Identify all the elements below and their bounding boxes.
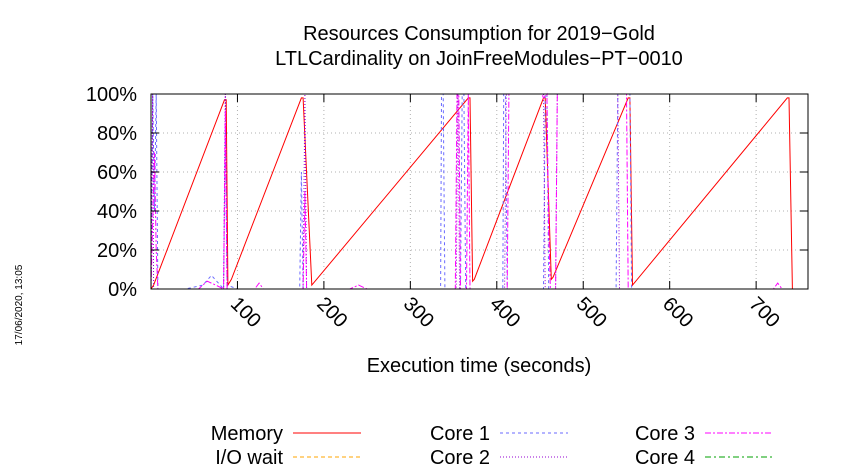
legend-label-core-2: Core 2	[430, 447, 490, 469]
y-tick-label: 40%	[97, 201, 137, 223]
legend-label-memory: Memory	[211, 423, 283, 445]
series-line-memory	[150, 97, 808, 290]
x-tick-label: 500	[572, 293, 611, 332]
legend-label-core-1: Core 1	[430, 423, 490, 445]
y-tick-label: 60%	[97, 162, 137, 184]
y-tick-label: 20%	[97, 240, 137, 262]
x-tick-label: 300	[399, 293, 438, 332]
plot-frame	[150, 93, 809, 290]
chart-subtitle: LTLCardinality on JoinFreeModules−PT−001…	[275, 48, 683, 70]
ticks: 0% 20% 40% 60% 80% 100% 100 200 300 400 500 600 700	[86, 84, 808, 332]
x-axis-label: Execution time (seconds)	[367, 355, 592, 377]
y-tick-label: 0%	[108, 279, 137, 301]
x-tick-label: 700	[745, 293, 784, 332]
y-tick-label: 80%	[97, 123, 137, 145]
legend-label-core-4: Core 4	[635, 447, 695, 469]
x-tick-label: 600	[658, 293, 697, 332]
y-tick-label: 100%	[86, 84, 137, 106]
grid	[151, 94, 808, 289]
chart-title: Resources Consumption for 2019−Gold	[303, 23, 655, 45]
x-tick-label: 100	[226, 293, 265, 332]
x-tick-label: 200	[312, 293, 351, 332]
legend-label-core-3: Core 3	[635, 423, 695, 445]
x-tick-label: 400	[485, 293, 524, 332]
series-group	[150, 92, 808, 291]
legend-label-i-o-wait: I/O wait	[215, 447, 283, 469]
timestamp-label: 17/06/2020, 13:05	[14, 264, 25, 345]
